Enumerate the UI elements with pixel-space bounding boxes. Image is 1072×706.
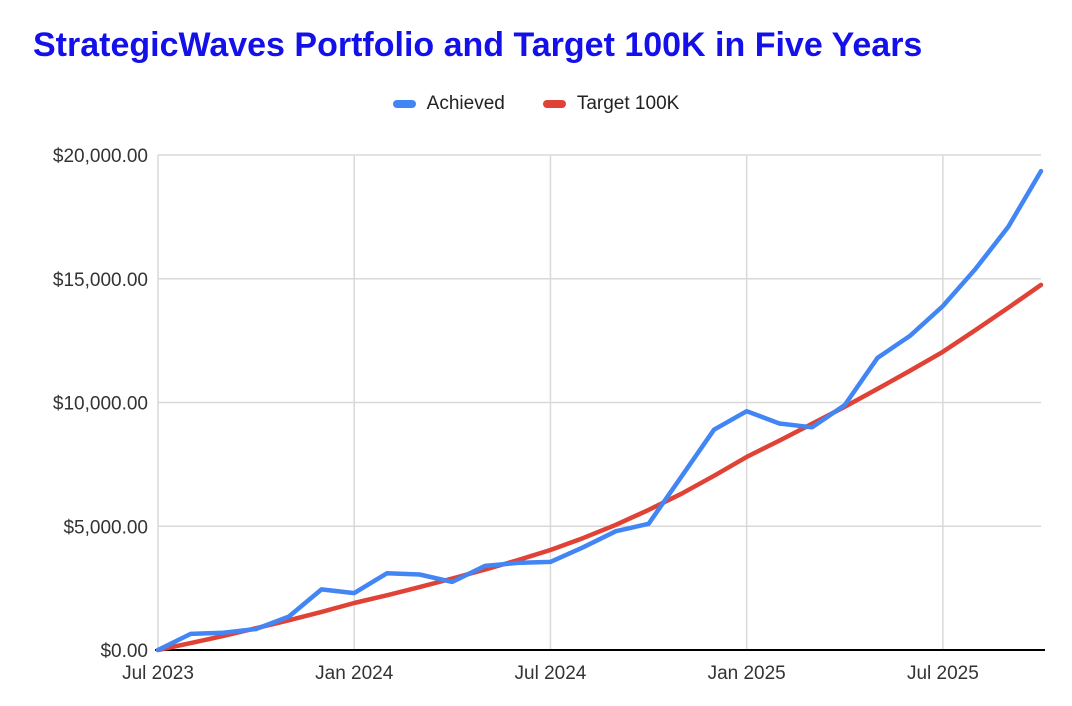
series-line-target-100k: [155, 282, 1044, 653]
x-tick-label: Jan 2025: [708, 663, 786, 684]
y-tick-label: $5,000.00: [63, 517, 148, 538]
y-tick-label: $10,000.00: [53, 394, 148, 415]
legend-item-achieved: Achieved: [392, 93, 505, 115]
target-100k-series-swatch: [542, 100, 566, 108]
achieved-series-label: Achieved: [426, 93, 505, 114]
target-100k-series-label: Target 100K: [576, 93, 680, 114]
x-tick-label: Jan 2024: [315, 663, 394, 684]
y-tick-label: $20,000.00: [53, 146, 148, 167]
x-tick-label: Jul 2023: [122, 663, 194, 684]
y-tick-label: $15,000.00: [53, 270, 148, 291]
y-tick-label: $0.00: [100, 641, 148, 662]
x-tick-label: Jul 2025: [907, 663, 979, 684]
chart-title: StrategicWaves Portfolio and Target 100K…: [33, 26, 923, 64]
achieved-series-swatch: [392, 100, 416, 108]
legend-item-target-100k: Target 100K: [542, 93, 680, 115]
series-line-achieved: [155, 168, 1044, 653]
x-tick-label: Jul 2024: [515, 663, 587, 684]
legend: Achieved Target 100K: [0, 93, 1072, 115]
